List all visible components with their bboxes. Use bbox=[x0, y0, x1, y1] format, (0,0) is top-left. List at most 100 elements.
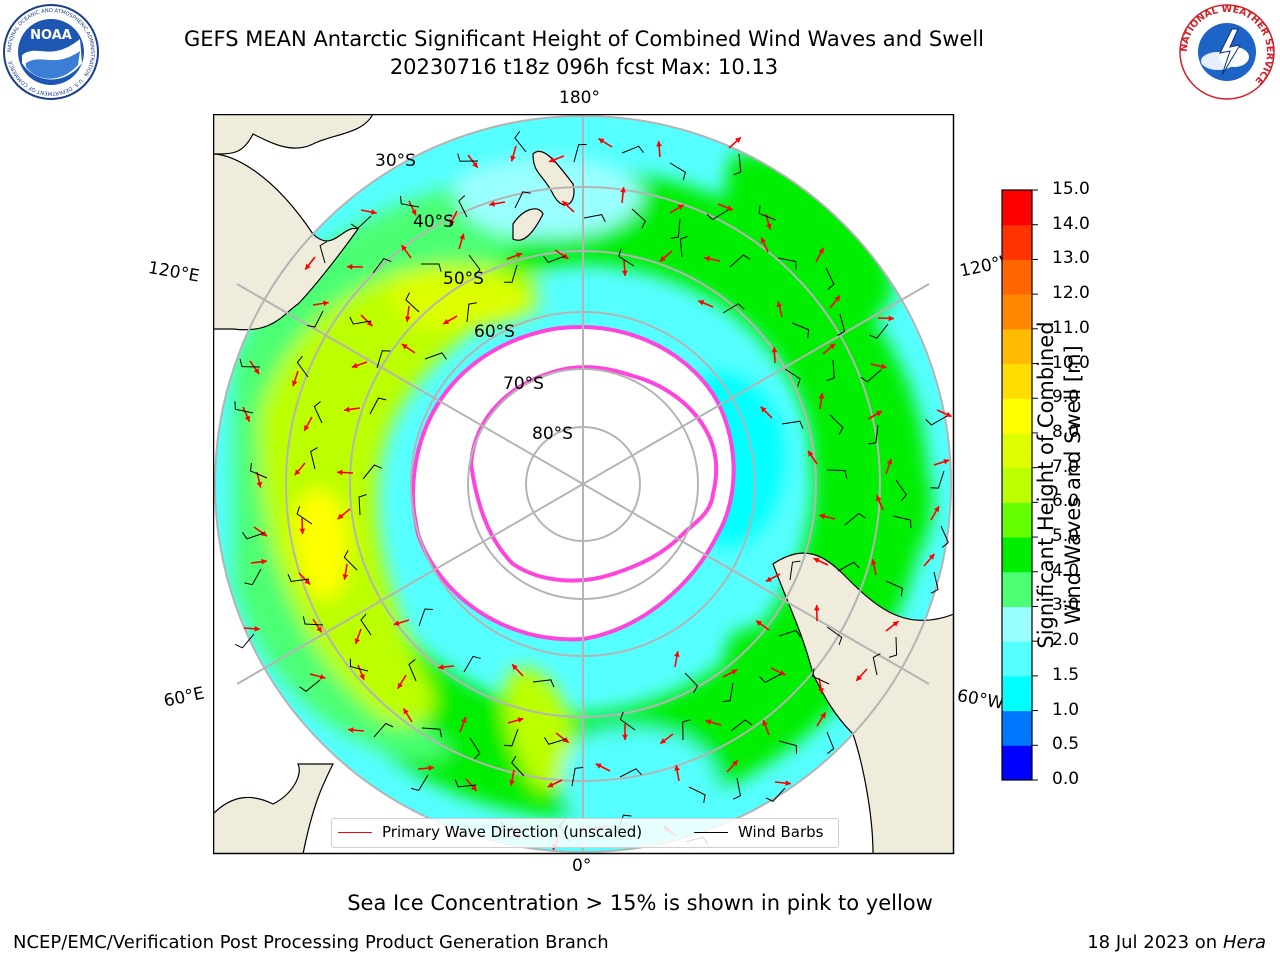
wave-band-2-3m-nw bbox=[455, 156, 643, 238]
wind-barb bbox=[420, 263, 442, 272]
wave-arrow-head bbox=[732, 760, 738, 767]
footer-date: 18 Jul 2023 on Hera bbox=[1087, 932, 1266, 953]
wave-arrow-head bbox=[516, 252, 523, 259]
colorbar-tick-label: 14.0 bbox=[1052, 213, 1090, 234]
colorbar-segment bbox=[1002, 467, 1032, 503]
wave-arrow-head bbox=[319, 673, 326, 680]
wind-barb bbox=[313, 401, 323, 424]
colorbar-segment bbox=[1002, 502, 1032, 538]
wave-arrow-head bbox=[304, 424, 310, 431]
wind-barb bbox=[844, 512, 866, 526]
wind-barb bbox=[249, 462, 268, 479]
wave-arrow-head bbox=[622, 734, 628, 740]
wave-arrow-head bbox=[595, 763, 602, 769]
wave-arrow-head bbox=[620, 187, 626, 193]
footer-host: Hera bbox=[1222, 932, 1266, 953]
wave-arrow-head bbox=[348, 727, 354, 733]
wind-barb bbox=[302, 616, 324, 626]
wind-barb bbox=[765, 787, 786, 802]
wave-arrow-head bbox=[726, 205, 733, 211]
wave-arrow-head bbox=[244, 415, 250, 422]
chart-title: GEFS MEAN Antarctic Significant Height o… bbox=[183, 27, 985, 51]
nws-logo: NATIONAL WEATHER SERVICE bbox=[1179, 4, 1275, 100]
wave-arrow-head bbox=[291, 380, 298, 387]
wave-arrow-head bbox=[813, 605, 820, 611]
land-africa bbox=[213, 763, 334, 854]
colorbar-tick-label: 2.0 bbox=[1052, 630, 1080, 651]
wave-arrow-head bbox=[598, 138, 605, 144]
wave-arrow-head bbox=[731, 669, 738, 675]
colorbar-segment bbox=[1002, 710, 1032, 746]
wind-barb bbox=[319, 241, 328, 264]
lon-label-180: 180° bbox=[559, 88, 600, 108]
wind-barb bbox=[618, 248, 635, 267]
land-new-zealand bbox=[512, 150, 575, 241]
wind-barb bbox=[463, 655, 481, 673]
wind-barb bbox=[791, 322, 810, 338]
land-australia bbox=[213, 114, 374, 155]
colorbar-segment bbox=[1002, 190, 1032, 226]
colorbar-tick-label: 0.0 bbox=[1052, 769, 1080, 789]
wind-barb bbox=[730, 719, 752, 732]
wind-barb bbox=[706, 209, 729, 221]
wave-arrow-head bbox=[660, 738, 667, 744]
wind-barb bbox=[296, 355, 309, 378]
colorbar-tick-label: 1.0 bbox=[1052, 699, 1080, 720]
wave-arrow-head bbox=[401, 245, 408, 252]
wave-arrow-head bbox=[760, 406, 767, 413]
wave-arrow-head bbox=[461, 717, 467, 724]
wave-arrow-head bbox=[818, 393, 825, 399]
wind-barb bbox=[777, 257, 797, 270]
colorbar-segment bbox=[1002, 641, 1032, 677]
map-frame bbox=[213, 114, 955, 855]
wind-barb bbox=[350, 215, 372, 229]
sea-ice-note: Sea Ice Concentration > 15% is shown in … bbox=[347, 891, 933, 915]
wind-barb bbox=[826, 626, 843, 646]
wave-band-8-9m-west bbox=[292, 489, 349, 601]
wave-arrow-head bbox=[776, 301, 783, 308]
map-legend: Primary Wave Direction (unscaled) Wind B… bbox=[331, 818, 839, 848]
wind-barb bbox=[511, 755, 525, 777]
wave-arrow-head bbox=[705, 719, 712, 725]
wind-barb bbox=[759, 673, 782, 684]
wind-barb bbox=[669, 162, 687, 181]
wind-barb bbox=[925, 415, 948, 426]
wind-barb bbox=[360, 613, 372, 636]
wave-band-2-3m-south bbox=[562, 728, 717, 836]
wave-arrow-head bbox=[762, 720, 768, 727]
lat-label-80s: 80°S bbox=[532, 424, 573, 444]
legend-swatch-wind bbox=[694, 832, 728, 833]
wind-barb bbox=[837, 313, 846, 336]
wave-arrow-head bbox=[472, 161, 478, 168]
lon-label-120e: 120°E bbox=[146, 258, 201, 287]
wind-barb bbox=[454, 779, 477, 788]
wind-barb bbox=[619, 711, 636, 731]
wave-arrow-head bbox=[359, 673, 365, 680]
colorbar bbox=[1001, 189, 1038, 781]
legend-label-wind: Wind Barbs bbox=[738, 823, 824, 841]
wind-barb bbox=[544, 737, 567, 745]
wave-band-6-7m bbox=[257, 262, 543, 727]
wave-arrow-head bbox=[510, 155, 516, 162]
wave-arrow-head bbox=[316, 626, 322, 633]
wave-arrow-head bbox=[428, 765, 434, 771]
wind-barb bbox=[679, 235, 689, 258]
footer-producer: NCEP/EMC/Verification Post Processing Pr… bbox=[13, 932, 609, 953]
wind-barb bbox=[343, 550, 358, 571]
wind-barb bbox=[369, 397, 387, 415]
wind-barb bbox=[872, 653, 881, 676]
wave-arrow-head bbox=[621, 270, 628, 276]
wave-arrow-head bbox=[305, 263, 311, 270]
wave-arrow-head bbox=[704, 255, 711, 262]
wind-barb bbox=[244, 568, 262, 586]
colorbar-segment bbox=[1002, 675, 1032, 712]
lon-label-0: 0° bbox=[572, 856, 592, 876]
lat-label-30s: 30°S bbox=[375, 151, 416, 171]
legend-item-wind: Wind Barbs bbox=[694, 823, 823, 841]
wave-arrow-head bbox=[509, 779, 515, 786]
wave-arrow-head bbox=[347, 263, 353, 270]
wave-band-6-7m-south bbox=[504, 667, 574, 791]
lon-label-60w: 60°W bbox=[955, 686, 1006, 714]
wave-arrow-head bbox=[471, 785, 477, 791]
wind-barb bbox=[400, 195, 420, 208]
